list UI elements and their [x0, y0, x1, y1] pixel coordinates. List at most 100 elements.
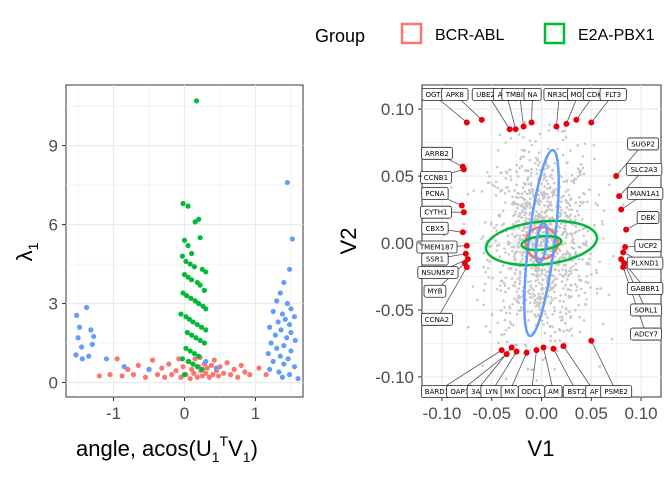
gene-dot [488, 260, 492, 263]
gene-dot [528, 288, 531, 292]
gene-dot [561, 315, 564, 318]
gene-dot [514, 235, 517, 239]
gene-dot [575, 268, 578, 272]
left-point-blue [74, 312, 80, 318]
gene-dot [528, 211, 532, 215]
gene-dot [571, 264, 575, 268]
gene-label: MO2 [570, 91, 586, 99]
gene-dot [517, 133, 521, 136]
gene-dot [562, 329, 566, 333]
gene-dot [526, 290, 530, 294]
left-point-blue [83, 304, 90, 311]
gene-dot [504, 276, 507, 280]
left-point-blue [279, 311, 286, 317]
left-point-red [211, 357, 217, 363]
gene-label-box [417, 266, 459, 279]
gene-dot [529, 181, 533, 185]
highlighted-gene-point [458, 202, 465, 209]
left-point-green [198, 324, 205, 330]
highlighted-gene-point [520, 123, 527, 130]
gene-dot [543, 172, 546, 176]
gene-dot [497, 341, 500, 345]
left-point-blue [75, 335, 81, 341]
gene-dot [580, 218, 584, 221]
gene-label: UCP2 [639, 242, 658, 250]
gene-dot [567, 294, 571, 298]
gene-dot [515, 343, 518, 347]
left-point-green [181, 237, 188, 243]
gene-dot [569, 218, 573, 222]
left-point-green [188, 250, 195, 257]
left-point-blue [292, 337, 298, 343]
gene-dot [514, 220, 518, 224]
gene-dot [541, 287, 544, 290]
right-x-axis-title: V1 [528, 436, 555, 461]
gene-dot [566, 278, 569, 281]
gene-dot [574, 308, 577, 312]
gene-dot [548, 185, 552, 189]
gene-dot [501, 209, 505, 213]
gene-dot [518, 238, 521, 241]
gene-dot [536, 297, 539, 300]
left-point-green [181, 271, 188, 278]
gene-dot [495, 249, 499, 252]
gene-dot [511, 195, 514, 199]
left-point-green [183, 314, 189, 320]
gene-label: PLXND1 [631, 260, 659, 268]
gene-dot [571, 237, 575, 241]
gene-dot [589, 252, 592, 256]
gene-dot [549, 339, 552, 343]
gene-dot [586, 262, 589, 266]
left-point-blue [281, 343, 287, 349]
gene-dot [522, 155, 525, 158]
gene-dot [502, 299, 505, 302]
gene-label-box [523, 87, 542, 101]
gene-dot [511, 214, 515, 218]
gene-dot [569, 315, 573, 318]
gene-dot [553, 339, 557, 343]
gene-dot [567, 193, 571, 197]
gene-label-box [626, 187, 664, 200]
left-point-green [187, 261, 193, 267]
gene-label: PSME2 [604, 388, 628, 396]
gene-dot [535, 270, 539, 273]
left-points [73, 98, 301, 382]
gene-dot [516, 191, 520, 195]
gene-dot [523, 213, 526, 217]
gene-dot [543, 204, 546, 207]
gene-dot [522, 205, 525, 209]
gene-dot [530, 266, 533, 270]
gene-label-box [423, 284, 447, 298]
gene-dot [562, 194, 566, 198]
ellipse-other [523, 148, 560, 338]
gene-dot [546, 166, 549, 170]
gene-dot [529, 183, 533, 187]
gene-dot [531, 241, 535, 245]
left-point-red [154, 372, 161, 378]
gene-dot [558, 273, 562, 276]
gene-dot [564, 312, 568, 315]
gene-dot [569, 255, 573, 258]
left-point-red [203, 370, 209, 376]
gene-dot [533, 266, 537, 269]
gene-dot [572, 247, 576, 250]
gene-dot [551, 177, 554, 180]
gene-dot [521, 289, 524, 293]
gene-dot [509, 267, 513, 270]
gene-dot [514, 202, 517, 206]
right-y-tick-label: 0.00 [381, 234, 414, 253]
gene-label-box [599, 87, 627, 101]
gene-dot [499, 309, 503, 312]
gene-dot [561, 274, 564, 278]
gene-dot [462, 222, 466, 226]
gene-dot [578, 200, 582, 204]
left-point-green [185, 203, 191, 209]
gene-dot [543, 268, 546, 271]
gene-dot [582, 172, 586, 176]
gene-dot [551, 313, 554, 316]
gene-label-box [421, 187, 449, 200]
gene-dot [527, 188, 531, 192]
gene-dot [569, 272, 573, 275]
right-x-tick-label: 0.10 [625, 404, 658, 423]
gene-dot [566, 188, 570, 192]
